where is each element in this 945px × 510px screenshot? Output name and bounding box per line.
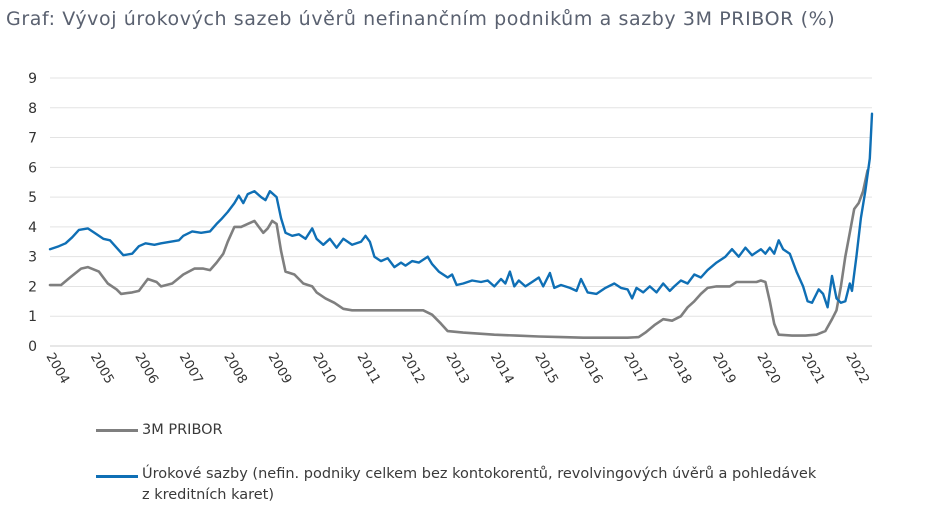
y-tick-label-0: 0	[28, 339, 37, 355]
legend-swatch-pribor	[96, 429, 138, 432]
x-tick-label-2016: 2016	[576, 351, 606, 387]
y-tick-label-3: 3	[28, 250, 37, 266]
chart-title: Graf: Vývoj úrokových sazeb úvěrů nefina…	[6, 8, 836, 30]
x-tick-label-2011: 2011	[354, 351, 384, 387]
legend-label-rates: Úrokové sazby (nefin. podniky celkem bez…	[142, 464, 816, 506]
series-lines	[48, 112, 874, 339]
x-tick-label-2008: 2008	[220, 351, 250, 387]
x-tick-label-2020: 2020	[753, 351, 783, 387]
y-tick-label-9: 9	[28, 71, 37, 87]
y-tick-label-4: 4	[28, 220, 37, 236]
y-tick-label-6: 6	[28, 160, 37, 176]
x-tick-label-2010: 2010	[309, 351, 339, 387]
legend-label-rates-line2: z kreditních karet)	[142, 487, 275, 503]
x-tick-label-2013: 2013	[442, 351, 472, 387]
y-tick-label-2: 2	[28, 279, 37, 295]
x-axis-ticks: 2004 2005 2006 2007 2008 2009 2010 2011 2012 2013…	[43, 351, 872, 387]
y-tick-label-1: 1	[28, 309, 37, 325]
x-tick-label-2022: 2022	[842, 351, 872, 387]
gridlines	[50, 77, 872, 347]
legend-swatch-rates	[96, 475, 138, 478]
x-tick-label-2021: 2021	[798, 351, 828, 387]
series-line-rates	[48, 112, 874, 309]
x-tick-label-2012: 2012	[398, 351, 428, 387]
x-tick-label-2009: 2009	[265, 351, 295, 387]
y-tick-label-5: 5	[28, 190, 37, 206]
x-tick-label-2017: 2017	[620, 351, 650, 387]
x-tick-label-2007: 2007	[176, 351, 206, 387]
x-tick-label-2014: 2014	[487, 351, 517, 387]
x-tick-label-2006: 2006	[131, 351, 161, 387]
series-line-pribor	[48, 169, 869, 339]
x-tick-label-2004: 2004	[43, 351, 73, 387]
legend-label-pribor: 3M PRIBOR	[142, 422, 223, 438]
x-tick-label-2005: 2005	[87, 351, 117, 387]
x-tick-label-2015: 2015	[531, 351, 561, 387]
legend-label-rates-line1: Úrokové sazby (nefin. podniky celkem bez…	[142, 466, 817, 482]
x-tick-label-2019: 2019	[709, 351, 739, 387]
y-axis-ticks: 0 1 2 3 4 5 6 7 8 9	[28, 71, 37, 355]
x-tick-label-2018: 2018	[665, 351, 695, 387]
y-tick-label-7: 7	[28, 131, 37, 147]
y-tick-label-8: 8	[28, 101, 37, 117]
